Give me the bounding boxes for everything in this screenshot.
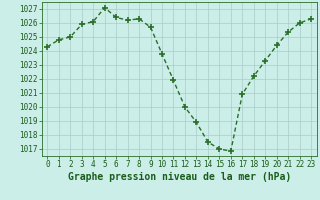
X-axis label: Graphe pression niveau de la mer (hPa): Graphe pression niveau de la mer (hPa) — [68, 172, 291, 182]
